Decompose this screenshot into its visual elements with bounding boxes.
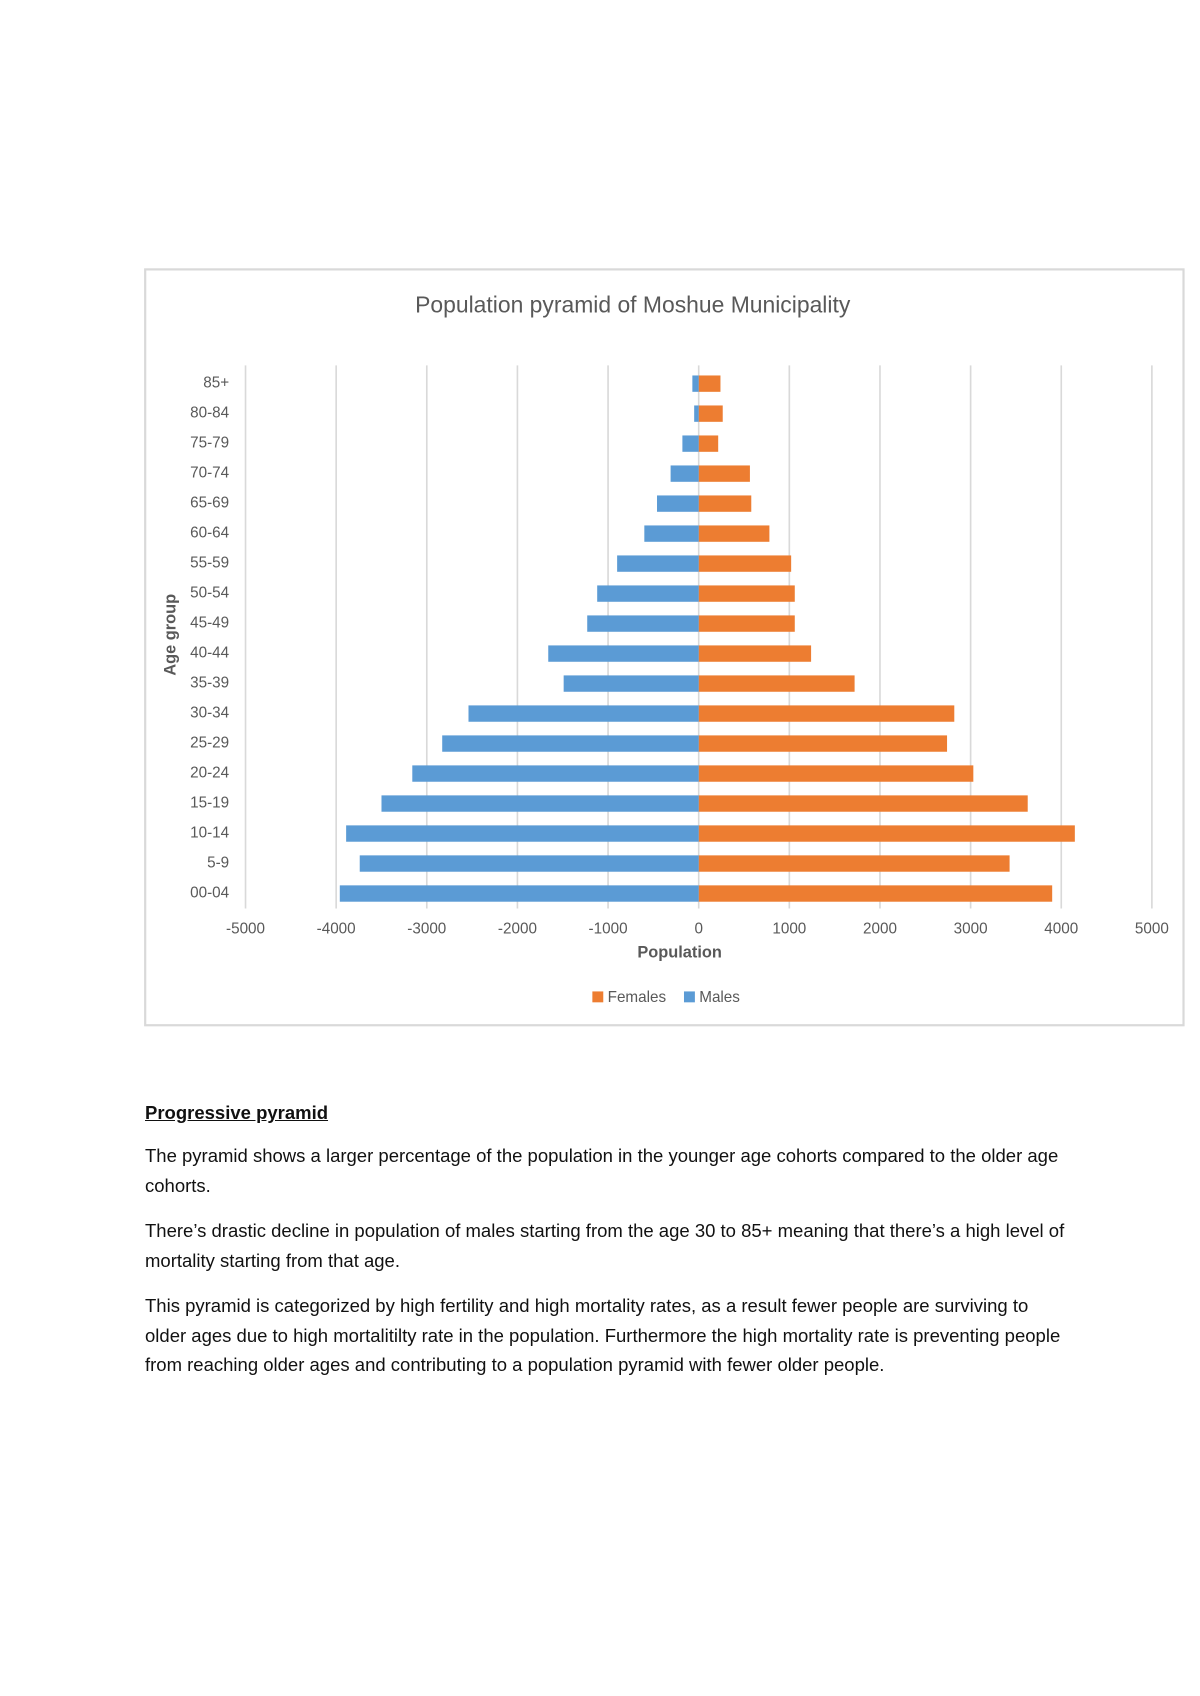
x-axis-label: Population (637, 944, 722, 962)
y-tick-label: 10-14 (190, 825, 230, 842)
y-tick-label: 35-39 (190, 675, 229, 692)
bar (694, 405, 699, 422)
bar (346, 825, 699, 842)
y-tick-label: 55-59 (190, 555, 229, 572)
y-tick-label: 25-29 (190, 735, 229, 752)
legend-label: Females (608, 989, 667, 1006)
x-tick-label: -5000 (226, 920, 265, 937)
bar (657, 495, 699, 512)
bar (698, 435, 719, 452)
bar (442, 735, 699, 752)
bar (698, 675, 855, 692)
x-tick-label: 2000 (863, 920, 897, 937)
x-tick-label: 3000 (954, 920, 988, 937)
bar (698, 465, 750, 482)
y-tick-label: 15-19 (190, 795, 229, 812)
bar (548, 645, 699, 662)
x-tick-label: -3000 (407, 920, 446, 937)
y-tick-label: 75-79 (190, 435, 229, 452)
bar (698, 765, 974, 782)
y-tick-label: 80-84 (190, 405, 230, 422)
y-tick-label: 5-9 (207, 855, 229, 872)
y-tick-label: 50-54 (190, 585, 230, 602)
x-tick-label: 0 (694, 920, 702, 937)
bar (698, 615, 795, 632)
y-tick-label: 40-44 (190, 645, 230, 662)
paragraph: This pyramid is categorized by high fert… (145, 1295, 1061, 1375)
bar (698, 885, 1053, 902)
chart-title: Population pyramid of Moshue Municipalit… (415, 292, 851, 318)
bar (698, 375, 721, 392)
legend-swatch (592, 991, 604, 1003)
x-tick-label: -4000 (317, 920, 356, 937)
bar (644, 525, 699, 542)
y-tick-label: 00-04 (190, 885, 230, 902)
bar (682, 435, 699, 452)
bar (698, 855, 1010, 872)
y-tick-label: 30-34 (190, 705, 230, 722)
x-tick-label: 1000 (772, 920, 806, 937)
bar (698, 645, 812, 662)
bar (412, 765, 699, 782)
bar (698, 795, 1028, 812)
x-tick-label: 4000 (1044, 920, 1078, 937)
bar (670, 465, 699, 482)
y-tick-label: 65-69 (190, 495, 229, 512)
legend-swatch (683, 991, 695, 1003)
y-tick-label: 70-74 (190, 465, 230, 482)
heading: Progressive pyramid (145, 1102, 329, 1123)
y-tick-label: 60-64 (190, 525, 230, 542)
bar (698, 555, 792, 572)
bar (698, 705, 955, 722)
paragraph: There’s drastic decline in population of… (145, 1220, 1065, 1271)
bar (563, 675, 699, 692)
legend-label: Males (699, 989, 740, 1006)
bar (597, 585, 699, 602)
bar (339, 885, 699, 902)
bar (698, 525, 770, 542)
x-tick-label: 5000 (1135, 920, 1169, 937)
bar (587, 615, 699, 632)
y-tick-label: 85+ (203, 375, 229, 392)
bar (692, 375, 699, 392)
y-tick-label: 45-49 (190, 615, 229, 632)
x-tick-label: -2000 (498, 920, 537, 937)
bar (381, 795, 699, 812)
bar (617, 555, 699, 572)
y-tick-label: 20-24 (190, 765, 230, 782)
bar (468, 705, 699, 722)
bar (698, 495, 752, 512)
bar (698, 585, 795, 602)
y-axis-label: Age group (162, 594, 180, 676)
x-tick-label: -1000 (589, 920, 628, 937)
paragraph: The pyramid shows a larger percentage of… (145, 1145, 1059, 1196)
bar (698, 825, 1075, 842)
bar (698, 405, 723, 422)
bar (359, 855, 699, 872)
bar (698, 735, 948, 752)
